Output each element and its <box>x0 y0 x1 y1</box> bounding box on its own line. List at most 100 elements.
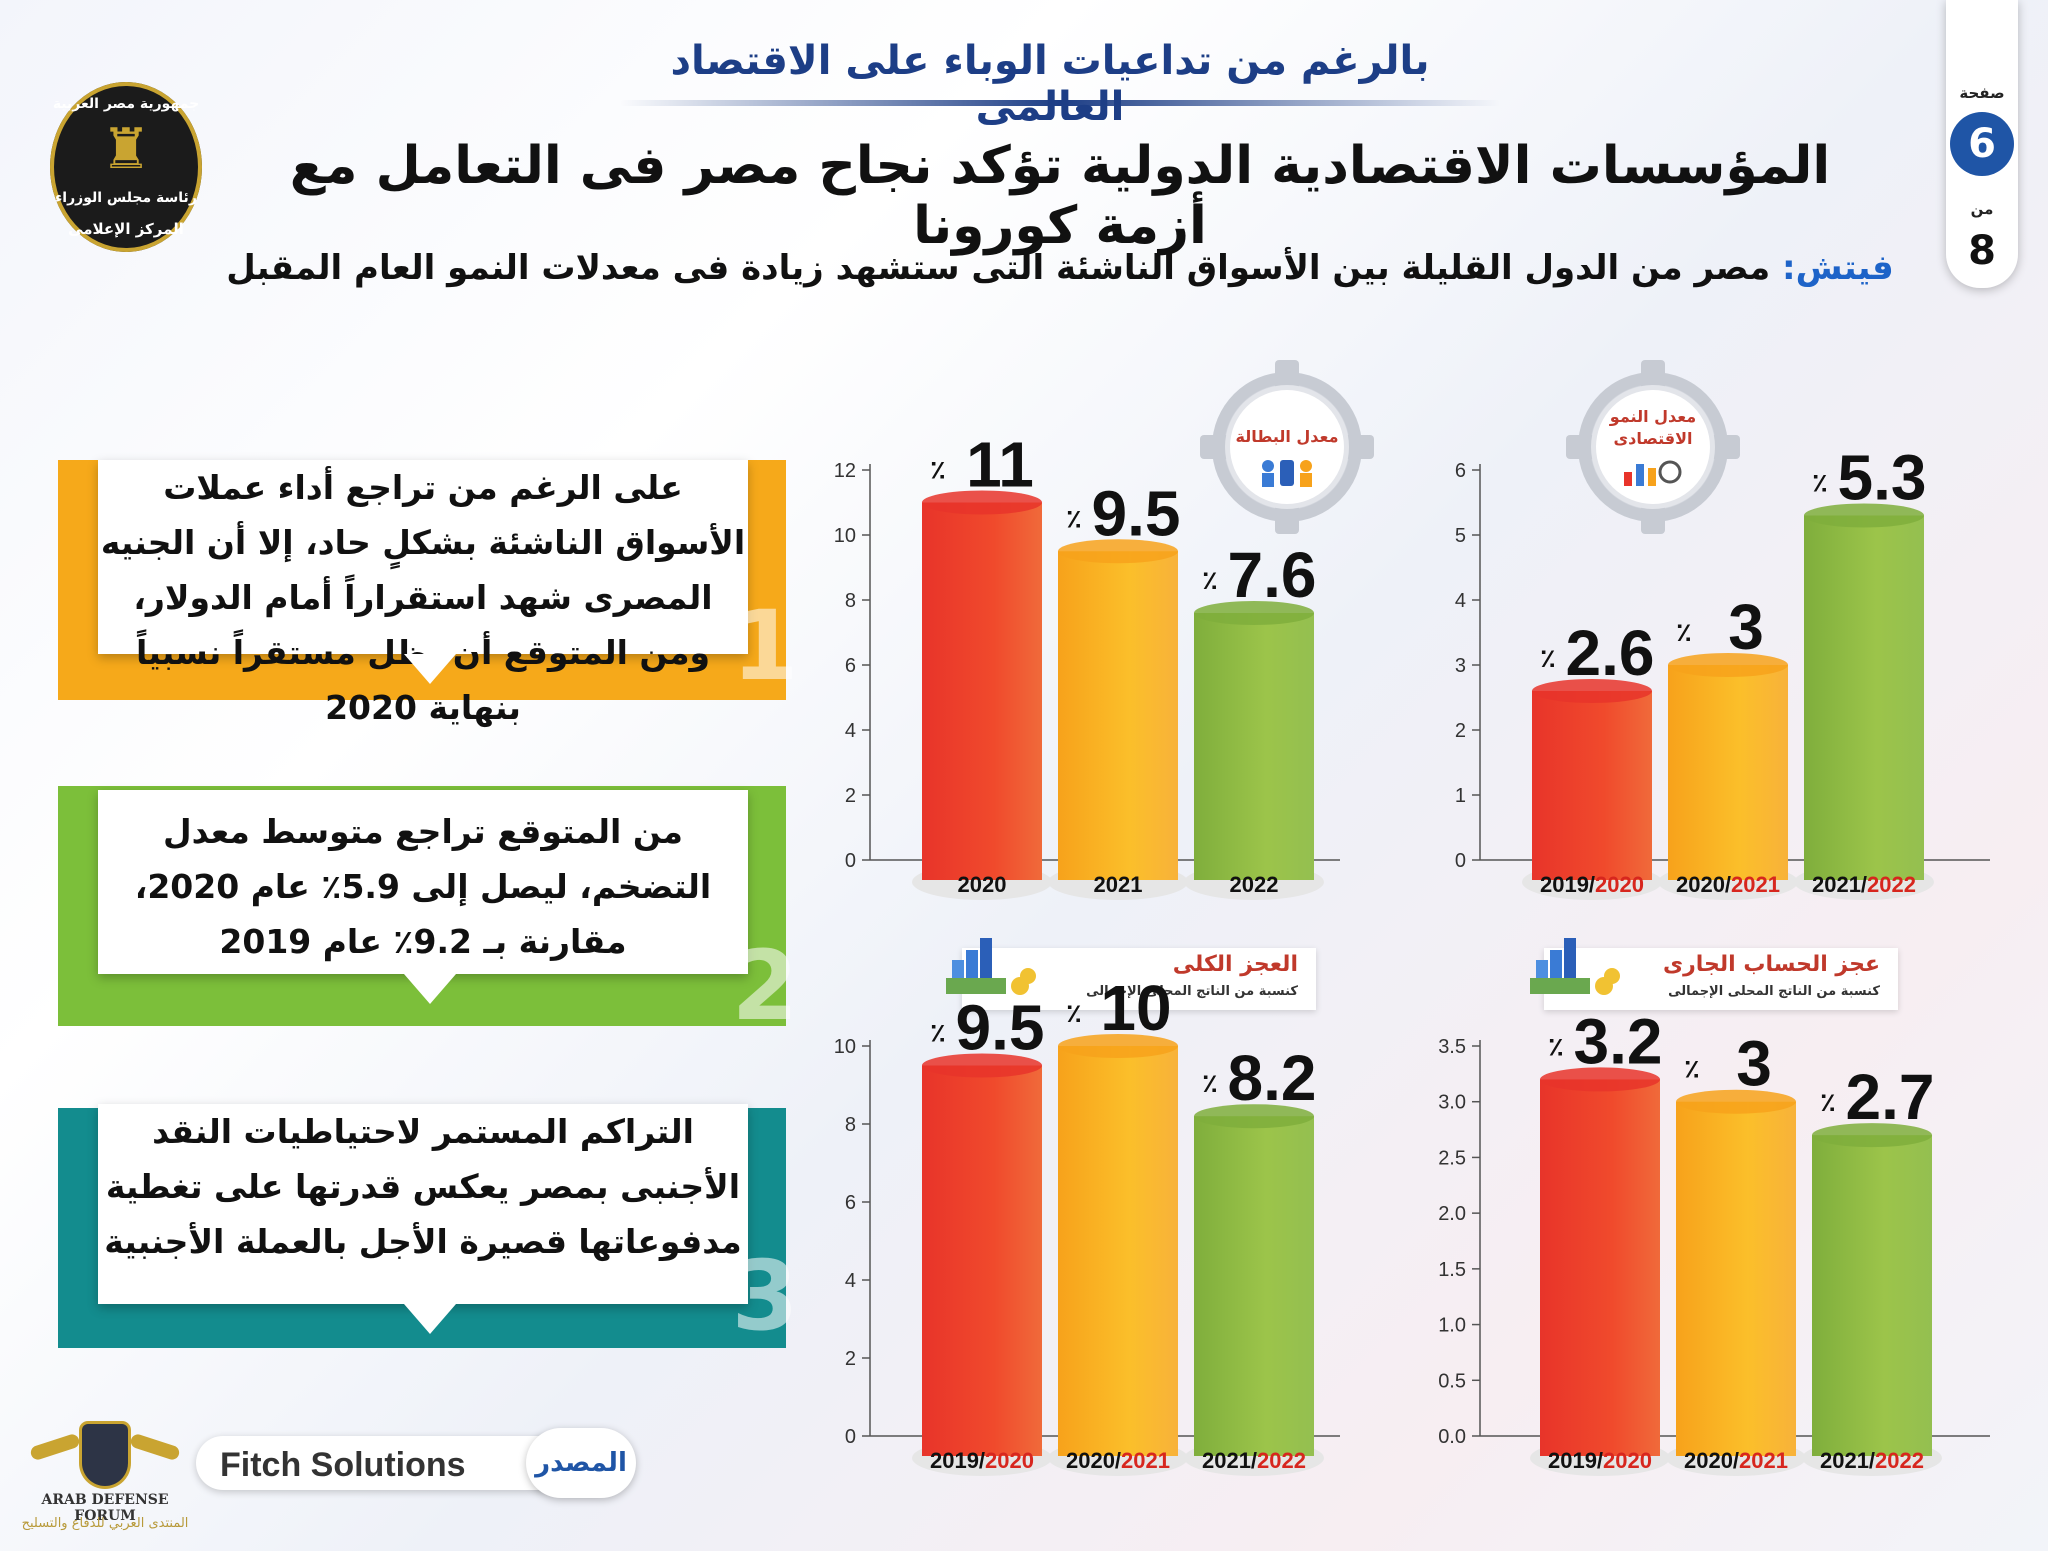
data-label-unit: ٪ <box>1540 644 1556 674</box>
bar-top <box>1676 1089 1796 1114</box>
main-title: المؤسسات الاقتصادية الدولية تؤكد نجاح مص… <box>289 136 1831 256</box>
unemployment-gear-label: معدل البطالة <box>1235 427 1339 446</box>
bar <box>1804 515 1924 880</box>
data-label: 3.2 <box>1574 1005 1663 1077</box>
y-tick-label: 5 <box>1455 525 1466 547</box>
analytics-icon <box>1624 460 1682 486</box>
y-tick-label: 0 <box>845 1426 856 1448</box>
data-label: 10 <box>1100 972 1171 1044</box>
bar <box>1058 551 1178 880</box>
data-label-unit: ٪ <box>930 1019 946 1049</box>
data-label: 11 <box>966 429 1034 501</box>
current-account-title: عجز الحساب الجارى <box>1662 952 1880 977</box>
point-2-text: من المتوقع تراجع متوسط معدل التضخم، ليصل… <box>98 790 748 974</box>
chart-overall-deficit-svg: 02468102019/20209.5٪2020/202110٪2021/202… <box>834 972 1340 1476</box>
data-label-unit: ٪ <box>1812 469 1828 499</box>
page-badge: صفحة 6 من 8 <box>1946 0 2018 288</box>
bar <box>1668 665 1788 880</box>
x-tick-label: 2022 <box>1230 872 1279 897</box>
forum-name-en: ARAB DEFENSE FORUM <box>41 1492 169 1524</box>
chart-unemployment: 0 2 4 6 8 10 12 2020 11 ٪ 2021 9.5 ٪ 2022 7.6 ٪ <box>830 429 1350 910</box>
y-tick-label: 2.5 <box>1438 1147 1466 1169</box>
bar <box>1676 1101 1796 1456</box>
logo-line-1: جمهورية مصر العربية <box>52 96 200 112</box>
y-tick-label: 2 <box>845 785 856 807</box>
x-tick-label: 2020/2021 <box>1066 1448 1170 1473</box>
chart-current-account: 0.0 0.5 1.0 1.5 2.0 2.5 3.0 3.5 2019/2020 3.2 ٪ 202… <box>1438 1005 2000 1480</box>
data-label: 3 <box>1728 591 1764 663</box>
point-2-tail <box>404 974 456 1004</box>
growth-gear-icon: معدل النمو الاقتصادى <box>1566 360 1740 534</box>
data-label-unit: ٪ <box>1066 999 1082 1029</box>
chart-unemployment-svg: 0 2 4 6 8 10 12 2020 11 ٪ 2021 9.5 ٪ 2022 7.6 ٪ <box>834 429 1340 900</box>
x-tick-label: 2021 <box>1094 872 1143 897</box>
y-tick-label: 0.5 <box>1438 1370 1466 1392</box>
subtitle: فيتش: مصر من الدول القليلة بين الأسواق ا… <box>180 248 1940 308</box>
y-tick-label: 2 <box>1455 720 1466 742</box>
money-chart-icon <box>1530 938 1620 995</box>
bar-group: 2019/2020 2.6 ٪ <box>1522 617 1662 900</box>
data-label: 8.2 <box>1228 1042 1317 1114</box>
chart-growth: 0 1 2 3 4 5 6 2019/2020 2.6 ٪ 2020/2021 3 ٪ 2021/2022… <box>1440 442 2000 910</box>
y-tick-label: 3.5 <box>1438 1036 1466 1058</box>
x-tick-label: 2019/2020 <box>1548 1448 1652 1473</box>
data-label-unit: ٪ <box>1548 1032 1564 1062</box>
data-label-unit: ٪ <box>1676 618 1692 648</box>
y-tick-label: 0 <box>845 850 856 872</box>
data-label-unit: ٪ <box>930 456 946 486</box>
wing-right-icon <box>129 1432 181 1462</box>
chart-current-account-svg: 0.00.51.01.52.02.53.03.52019/20203.2٪202… <box>1438 1005 1990 1476</box>
bar-group: 2019/2020 3.2 ٪ <box>1530 1005 1670 1476</box>
unemployment-gear-icon: معدل البطالة <box>1200 360 1374 534</box>
data-label: 2.6 <box>1566 617 1655 689</box>
bar <box>1532 691 1652 880</box>
data-label: 7.6 <box>1228 539 1317 611</box>
page-total: 8 <box>1968 228 1996 274</box>
bar-top <box>1058 1034 1178 1058</box>
data-label: 2.7 <box>1846 1061 1935 1133</box>
overall-deficit-title: العجز الكلى <box>1172 952 1298 977</box>
data-label-unit: ٪ <box>1820 1088 1836 1118</box>
y-tick-label: 1 <box>1455 785 1466 807</box>
shield-icon <box>82 1424 128 1486</box>
bar-group: 2021/2022 5.3 ٪ <box>1794 442 1934 900</box>
bar-top <box>1668 653 1788 677</box>
bar-top <box>1540 1067 1660 1092</box>
y-tick-label: 0 <box>1455 850 1466 872</box>
data-label: 9.5 <box>1092 477 1181 549</box>
people-icon <box>1262 460 1312 487</box>
current-account-subtitle: كنسبة من الناتج المحلى الإجمالى <box>1668 984 1880 999</box>
bar-top <box>1804 503 1924 528</box>
bar-group: 2019/2020 9.5 ٪ <box>912 992 1052 1476</box>
y-tick-label: 1.0 <box>1438 1315 1466 1337</box>
bar-group: 2021/2022 2.7 ٪ <box>1802 1061 1942 1476</box>
y-tick-label: 0.0 <box>1438 1426 1466 1448</box>
y-tick-label: 10 <box>834 525 856 547</box>
data-label: 9.5 <box>956 992 1045 1064</box>
bar <box>1812 1135 1932 1456</box>
bar-top <box>1812 1123 1932 1148</box>
logo-line-3: المركز الإعلامى <box>68 220 184 238</box>
bar-group: 2021/2022 8.2 ٪ <box>1184 1042 1324 1476</box>
bar-group: 2020/2021 3 ٪ <box>1658 591 1798 900</box>
bar-group: 2021 9.5 ٪ <box>1048 477 1188 900</box>
bar-top <box>922 490 1042 515</box>
y-tick-label: 1.5 <box>1438 1259 1466 1281</box>
bar-group: 2020/2021 3 ٪ <box>1666 1028 1806 1476</box>
bar <box>1058 1046 1178 1456</box>
y-tick-label: 3 <box>1455 655 1466 677</box>
y-tick-label: 4 <box>845 1270 856 1292</box>
data-label-unit: ٪ <box>1202 1069 1218 1099</box>
y-tick-label: 8 <box>845 590 856 612</box>
y-tick-label: 8 <box>845 1114 856 1136</box>
data-label-unit: ٪ <box>1066 504 1082 534</box>
bar <box>922 502 1042 880</box>
x-tick-label: 2020 <box>958 872 1007 897</box>
bar <box>922 1065 1042 1456</box>
y-tick-label: 10 <box>834 1036 856 1058</box>
chart-overall-deficit: 0 2 4 6 8 10 2019/2020 9.5 ٪ 2020/2021 10 ٪ 2021/202… <box>830 972 1350 1480</box>
point-1-number: 1 <box>731 590 799 702</box>
page-of-label: من <box>1970 200 1994 218</box>
y-tick-label: 6 <box>1455 460 1466 482</box>
kicker-headline: بالرغم من تداعيات الوباء على الاقتصاد ال… <box>670 38 1430 130</box>
